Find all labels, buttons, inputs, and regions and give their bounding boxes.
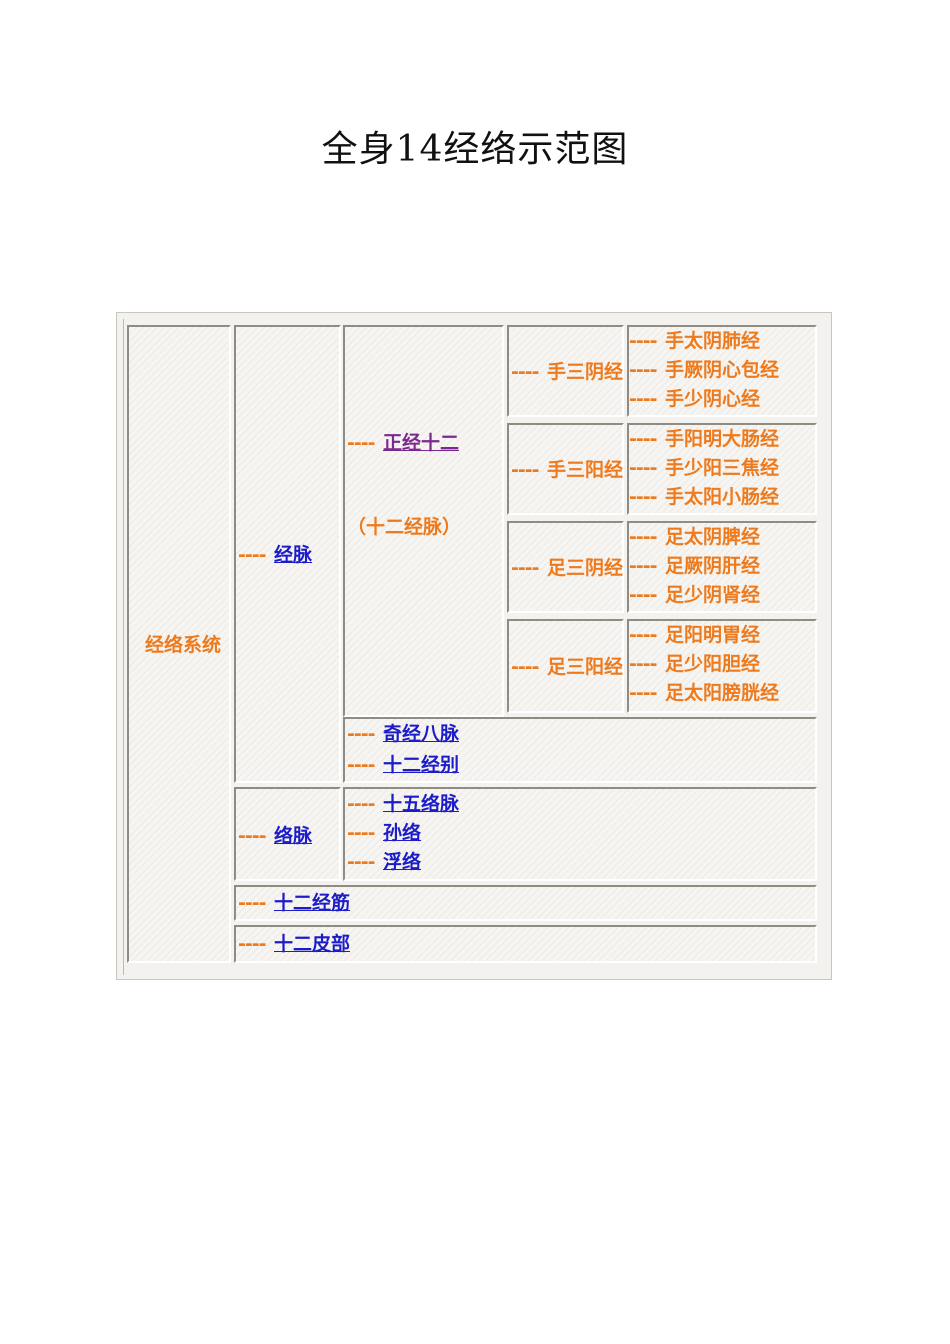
luomai-link[interactable]: 络脉 xyxy=(274,825,313,847)
jingmai-link[interactable]: 经脉 xyxy=(274,544,313,566)
zhengjing-cell: ---- 正经十二 （十二经脉） xyxy=(343,325,504,717)
group-name-cell: ---- 足三阳经 xyxy=(507,619,624,713)
meridian-item: 手少阴心经 xyxy=(665,388,761,410)
meridian-item: 手厥阴心包经 xyxy=(665,359,780,381)
meridian-item: 手少阳三焦经 xyxy=(665,457,780,479)
pibu-link[interactable]: 十二皮部 xyxy=(274,933,351,955)
group-name-cell: ---- 足三阴经 xyxy=(507,521,624,613)
other-jingmai-cell: ---- 奇经八脉 ---- 十二经别 xyxy=(343,717,817,783)
branch-dash: ---- xyxy=(629,486,658,508)
fuluo-link[interactable]: 浮络 xyxy=(383,851,422,873)
branch-dash: ---- xyxy=(629,457,658,479)
group-items-cell: ---- 足阳明胃经 ---- 足少阳胆经 ---- 足太阳膀胱经 xyxy=(627,619,817,713)
branch-dash: ---- xyxy=(347,793,376,815)
meridian-item: 手阳明大肠经 xyxy=(665,428,780,450)
meridian-item: 手太阴肺经 xyxy=(665,330,761,352)
branch-dash: ---- xyxy=(511,459,540,481)
meridian-item: 手太阳小肠经 xyxy=(665,486,780,508)
branch-dash: ---- xyxy=(238,825,267,847)
branch-dash: ---- xyxy=(629,555,658,577)
meridian-item: 足太阴脾经 xyxy=(665,526,761,548)
page-title: 全身14经络示范图 xyxy=(321,129,629,170)
luomai-items-cell: ---- 十五络脉 ---- 孙络 ---- 浮络 xyxy=(343,787,817,881)
jingjin-link[interactable]: 十二经筋 xyxy=(274,892,351,914)
group-name: 手三阴经 xyxy=(547,361,624,383)
meridian-system-table: 经络系统 ---- 经脉 ---- 正经十二 （十二经脉） ---- 手三阴经 … xyxy=(116,312,832,980)
group-name: 手三阳经 xyxy=(547,459,624,481)
branch-dash: ---- xyxy=(511,656,540,678)
jingjin-cell: ---- 十二经筋 xyxy=(234,885,817,921)
frame-inner-line xyxy=(123,319,124,975)
luomai-cell: ---- 络脉 xyxy=(234,787,341,881)
branch-dash: ---- xyxy=(511,361,540,383)
pibu-cell: ---- 十二皮部 xyxy=(234,925,817,963)
branch-dash: ---- xyxy=(629,330,658,352)
meridian-item: 足少阴肾经 xyxy=(665,584,761,606)
shiwuluomai-link[interactable]: 十五络脉 xyxy=(383,793,460,815)
root-label: 经络系统 xyxy=(145,634,222,656)
qijing-link[interactable]: 奇经八脉 xyxy=(383,723,460,745)
meridian-item: 足太阳膀胱经 xyxy=(665,682,780,704)
jingbie-link[interactable]: 十二经别 xyxy=(383,754,460,776)
group-name-cell: ---- 手三阴经 xyxy=(507,325,624,417)
branch-dash: ---- xyxy=(347,754,376,776)
meridian-item: 足阳明胃经 xyxy=(665,624,761,646)
branch-dash: ---- xyxy=(347,851,376,873)
group-name-cell: ---- 手三阳经 xyxy=(507,423,624,515)
zhengjing-link[interactable]: 正经十二 xyxy=(383,432,460,454)
meridian-item: 足厥阴肝经 xyxy=(665,555,761,577)
branch-dash: ---- xyxy=(347,723,376,745)
branch-dash: ---- xyxy=(629,359,658,381)
group-items-cell: ---- 足太阴脾经 ---- 足厥阴肝经 ---- 足少阴肾经 xyxy=(627,521,817,613)
group-items-cell: ---- 手太阴肺经 ---- 手厥阴心包经 ---- 手少阴心经 xyxy=(627,325,817,417)
meridian-item: 足少阳胆经 xyxy=(665,653,761,675)
branch-dash: ---- xyxy=(347,822,376,844)
root-cell: 经络系统 xyxy=(127,325,231,963)
branch-dash: ---- xyxy=(629,526,658,548)
jingmai-cell: ---- 经脉 xyxy=(234,325,341,783)
branch-dash: ---- xyxy=(629,388,658,410)
branch-dash: ---- xyxy=(238,544,267,566)
branch-dash: ---- xyxy=(511,557,540,579)
branch-dash: ---- xyxy=(629,624,658,646)
group-name: 足三阴经 xyxy=(547,557,624,579)
branch-dash: ---- xyxy=(629,584,658,606)
branch-dash: ---- xyxy=(347,432,376,454)
branch-dash: ---- xyxy=(238,892,267,914)
group-items-cell: ---- 手阳明大肠经 ---- 手少阳三焦经 ---- 手太阳小肠经 xyxy=(627,423,817,515)
shierjingmai-note: （十二经脉） xyxy=(347,516,462,538)
sunluo-link[interactable]: 孙络 xyxy=(383,822,422,844)
branch-dash: ---- xyxy=(629,428,658,450)
branch-dash: ---- xyxy=(629,653,658,675)
branch-dash: ---- xyxy=(629,682,658,704)
group-name: 足三阳经 xyxy=(547,656,624,678)
branch-dash: ---- xyxy=(238,933,267,955)
